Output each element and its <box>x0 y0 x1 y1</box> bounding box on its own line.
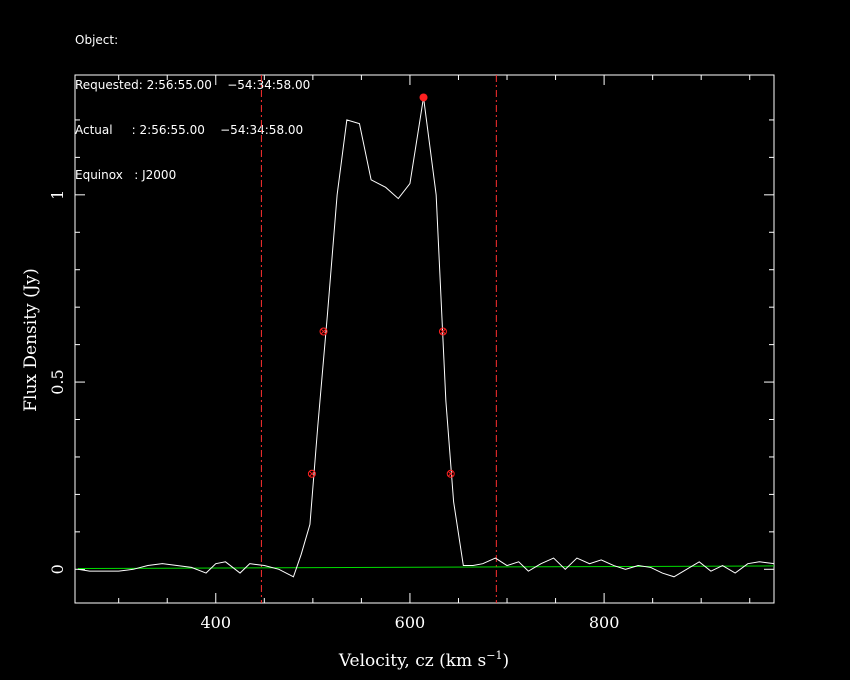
width-marker-cross <box>309 470 315 477</box>
x-tick-label: 400 <box>200 613 231 632</box>
width-marker <box>446 469 455 478</box>
data-markers <box>307 93 455 478</box>
width-marker <box>438 327 447 336</box>
spectrum-line <box>77 97 775 578</box>
x-axis-label-main: Velocity, cz (km s <box>338 651 486 671</box>
header-equinox-line: Equinox : J2000 <box>75 168 177 182</box>
width-marker-cross <box>440 328 446 335</box>
width-marker-cross <box>447 470 454 477</box>
peak-marker <box>419 93 428 102</box>
y-tick-label: 0 <box>48 564 67 574</box>
width-marker <box>319 327 328 336</box>
window-lines <box>260 75 497 603</box>
width-marker-cross <box>320 328 327 335</box>
y-axis-label: Flux Density (Jy) <box>21 268 41 412</box>
x-tick-label: 800 <box>589 613 620 632</box>
axis-ticks <box>75 75 774 603</box>
x-axis-label: Velocity, cz (km s−1) <box>338 649 509 671</box>
y-tick-label: 0.5 <box>48 369 67 394</box>
header-requested-line: Requested: 2:56:55.00 −54:34:58.00 <box>75 78 311 92</box>
object-header: Object: Requested: 2:56:55.00 −54:34:58.… <box>75 3 310 198</box>
data-lines <box>77 97 775 578</box>
header-actual-line: Actual : 2:56:55.00 −54:34:58.00 <box>75 123 304 137</box>
tick-labels: 400 600 800 0 0.5 1 <box>48 190 619 632</box>
y-tick-label: 1 <box>48 190 67 200</box>
x-tick-label: 600 <box>395 613 426 632</box>
x-axis-label-close: ) <box>503 651 510 671</box>
width-marker <box>307 469 316 478</box>
x-axis-label-superscript: −1 <box>486 649 502 662</box>
header-object-line: Object: <box>75 33 119 47</box>
plot-frame <box>74 74 775 604</box>
